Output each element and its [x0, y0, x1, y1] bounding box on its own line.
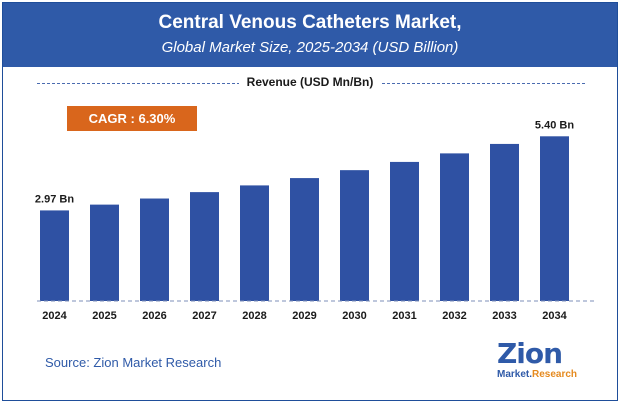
tick-label-2027: 2027 — [192, 310, 216, 322]
header-banner: Central Venous Catheters Market, Global … — [3, 3, 617, 67]
data-label-2034: 5.40 Bn — [535, 119, 574, 131]
zion-logo: Zion Market.Research — [497, 337, 578, 385]
tick-label-2034: 2034 — [542, 310, 567, 322]
logo-word: Zion — [497, 337, 563, 370]
tick-label-2028: 2028 — [242, 310, 266, 322]
bar-chart: 2024 2025 2026 2027 2028 2029 2030 2031 2032 2033… — [35, 119, 595, 322]
bar-2029 — [290, 178, 319, 301]
bar-2031 — [390, 161, 419, 301]
bar-2034 — [540, 136, 569, 301]
logo-subtitle: Market.Research — [497, 369, 578, 380]
bar-2032 — [440, 153, 469, 301]
chart-subtitle: Global Market Size, 2025-2034 (USD Billi… — [161, 39, 459, 56]
tick-label-2029: 2029 — [292, 310, 316, 322]
tick-label-2030: 2030 — [342, 310, 366, 322]
bar-2024 — [40, 210, 69, 301]
tick-label-2032: 2032 — [442, 310, 466, 322]
revenue-label: Revenue (USD Mn/Bn) — [3, 75, 617, 89]
tick-label-2024: 2024 — [42, 310, 67, 322]
tick-label-2031: 2031 — [392, 310, 416, 322]
bar-2033 — [490, 143, 519, 301]
bar-2026 — [140, 198, 169, 301]
data-label-2024: 2.97 Bn — [35, 193, 74, 205]
bar-2027 — [190, 192, 219, 301]
tick-label-2033: 2033 — [492, 310, 516, 322]
bar-2030 — [340, 170, 369, 301]
tick-label-2026: 2026 — [142, 310, 166, 322]
bar-2028 — [240, 185, 269, 301]
chart-title: Central Venous Catheters Market, — [158, 12, 462, 33]
bar-2025 — [90, 204, 119, 301]
source-note: Source: Zion Market Research — [45, 355, 222, 370]
tick-label-2025: 2025 — [92, 310, 116, 322]
cagr-badge: CAGR : 6.30% — [67, 106, 197, 131]
